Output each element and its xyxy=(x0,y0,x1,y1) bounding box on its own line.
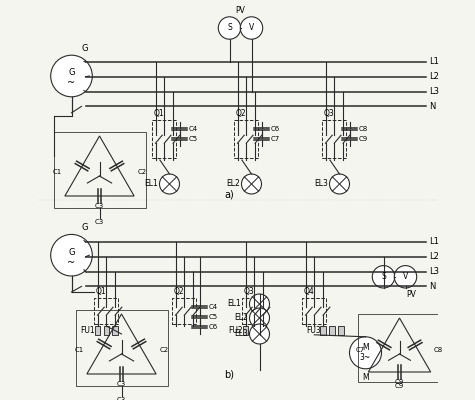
Text: M: M xyxy=(362,373,369,382)
Text: PV: PV xyxy=(406,290,416,299)
Circle shape xyxy=(249,324,269,344)
Circle shape xyxy=(249,308,269,328)
Text: G: G xyxy=(68,68,75,77)
Text: C2: C2 xyxy=(160,347,169,353)
Text: a): a) xyxy=(225,189,234,199)
Circle shape xyxy=(240,17,263,39)
Bar xyxy=(243,326,248,335)
Text: L3: L3 xyxy=(429,267,439,276)
Text: C4: C4 xyxy=(188,126,198,132)
Text: Q2: Q2 xyxy=(173,287,184,296)
Text: EL3: EL3 xyxy=(314,180,328,188)
Circle shape xyxy=(51,55,92,97)
Text: C7: C7 xyxy=(270,136,280,142)
Bar xyxy=(338,326,343,335)
Text: PV: PV xyxy=(236,6,246,15)
Text: C3: C3 xyxy=(95,219,104,225)
Circle shape xyxy=(218,17,241,39)
Text: FU3: FU3 xyxy=(306,326,321,335)
Bar xyxy=(320,326,326,335)
Text: G: G xyxy=(82,44,88,53)
Text: L1: L1 xyxy=(429,238,438,246)
Text: Q4: Q4 xyxy=(304,287,314,296)
Text: C4: C4 xyxy=(209,304,218,310)
Circle shape xyxy=(350,337,381,369)
Text: b): b) xyxy=(225,369,235,379)
Circle shape xyxy=(51,234,92,276)
Text: C3: C3 xyxy=(95,203,104,209)
Text: EL2: EL2 xyxy=(234,314,248,322)
Text: C2: C2 xyxy=(137,169,147,175)
Text: C9: C9 xyxy=(395,383,404,389)
Text: L2: L2 xyxy=(429,72,438,81)
Text: S: S xyxy=(227,24,232,32)
Text: C1: C1 xyxy=(74,347,84,353)
Text: N: N xyxy=(429,102,435,111)
Text: EL1: EL1 xyxy=(228,300,241,308)
Circle shape xyxy=(330,174,350,194)
Text: Q3: Q3 xyxy=(323,110,334,118)
Circle shape xyxy=(160,174,180,194)
Bar xyxy=(112,326,118,335)
Text: ~: ~ xyxy=(67,258,76,268)
Text: L1: L1 xyxy=(429,58,438,66)
Text: S: S xyxy=(381,272,386,281)
Bar xyxy=(251,326,257,335)
Text: V: V xyxy=(249,24,254,32)
Circle shape xyxy=(372,266,395,288)
Circle shape xyxy=(241,174,262,194)
Text: EL3: EL3 xyxy=(234,330,248,338)
Text: C1: C1 xyxy=(52,169,61,175)
Text: V: V xyxy=(403,272,408,281)
Text: FU1: FU1 xyxy=(80,326,95,335)
Text: M
3~: M 3~ xyxy=(360,343,371,362)
Bar xyxy=(95,326,100,335)
Text: FU2: FU2 xyxy=(228,326,243,335)
Text: EL2: EL2 xyxy=(226,180,240,188)
Bar xyxy=(329,326,335,335)
Text: C6: C6 xyxy=(209,324,218,330)
Text: G: G xyxy=(82,223,88,232)
Text: C7: C7 xyxy=(356,347,365,354)
Bar xyxy=(260,326,266,335)
Text: C8: C8 xyxy=(358,126,368,132)
Text: N: N xyxy=(429,282,435,291)
Circle shape xyxy=(249,294,269,314)
Text: ~: ~ xyxy=(67,78,76,88)
Text: Q2: Q2 xyxy=(236,110,246,118)
Text: C6: C6 xyxy=(270,126,280,132)
Text: Q1: Q1 xyxy=(95,287,106,296)
Bar xyxy=(76,310,168,386)
Text: Q1: Q1 xyxy=(153,110,164,118)
Text: L3: L3 xyxy=(429,87,439,96)
Text: C8: C8 xyxy=(434,347,443,354)
Text: Q3: Q3 xyxy=(244,287,254,296)
Text: L2: L2 xyxy=(429,252,438,261)
Text: C5: C5 xyxy=(188,136,198,142)
Bar xyxy=(54,132,145,208)
Text: G: G xyxy=(68,248,75,256)
Text: C5: C5 xyxy=(209,314,218,320)
Text: C9: C9 xyxy=(395,379,404,385)
Text: C3: C3 xyxy=(117,381,126,387)
Text: EL1: EL1 xyxy=(144,180,158,188)
Circle shape xyxy=(394,266,417,288)
Bar xyxy=(104,326,109,335)
Text: C9: C9 xyxy=(358,136,368,142)
Bar xyxy=(358,314,441,382)
Text: C3: C3 xyxy=(117,397,126,400)
